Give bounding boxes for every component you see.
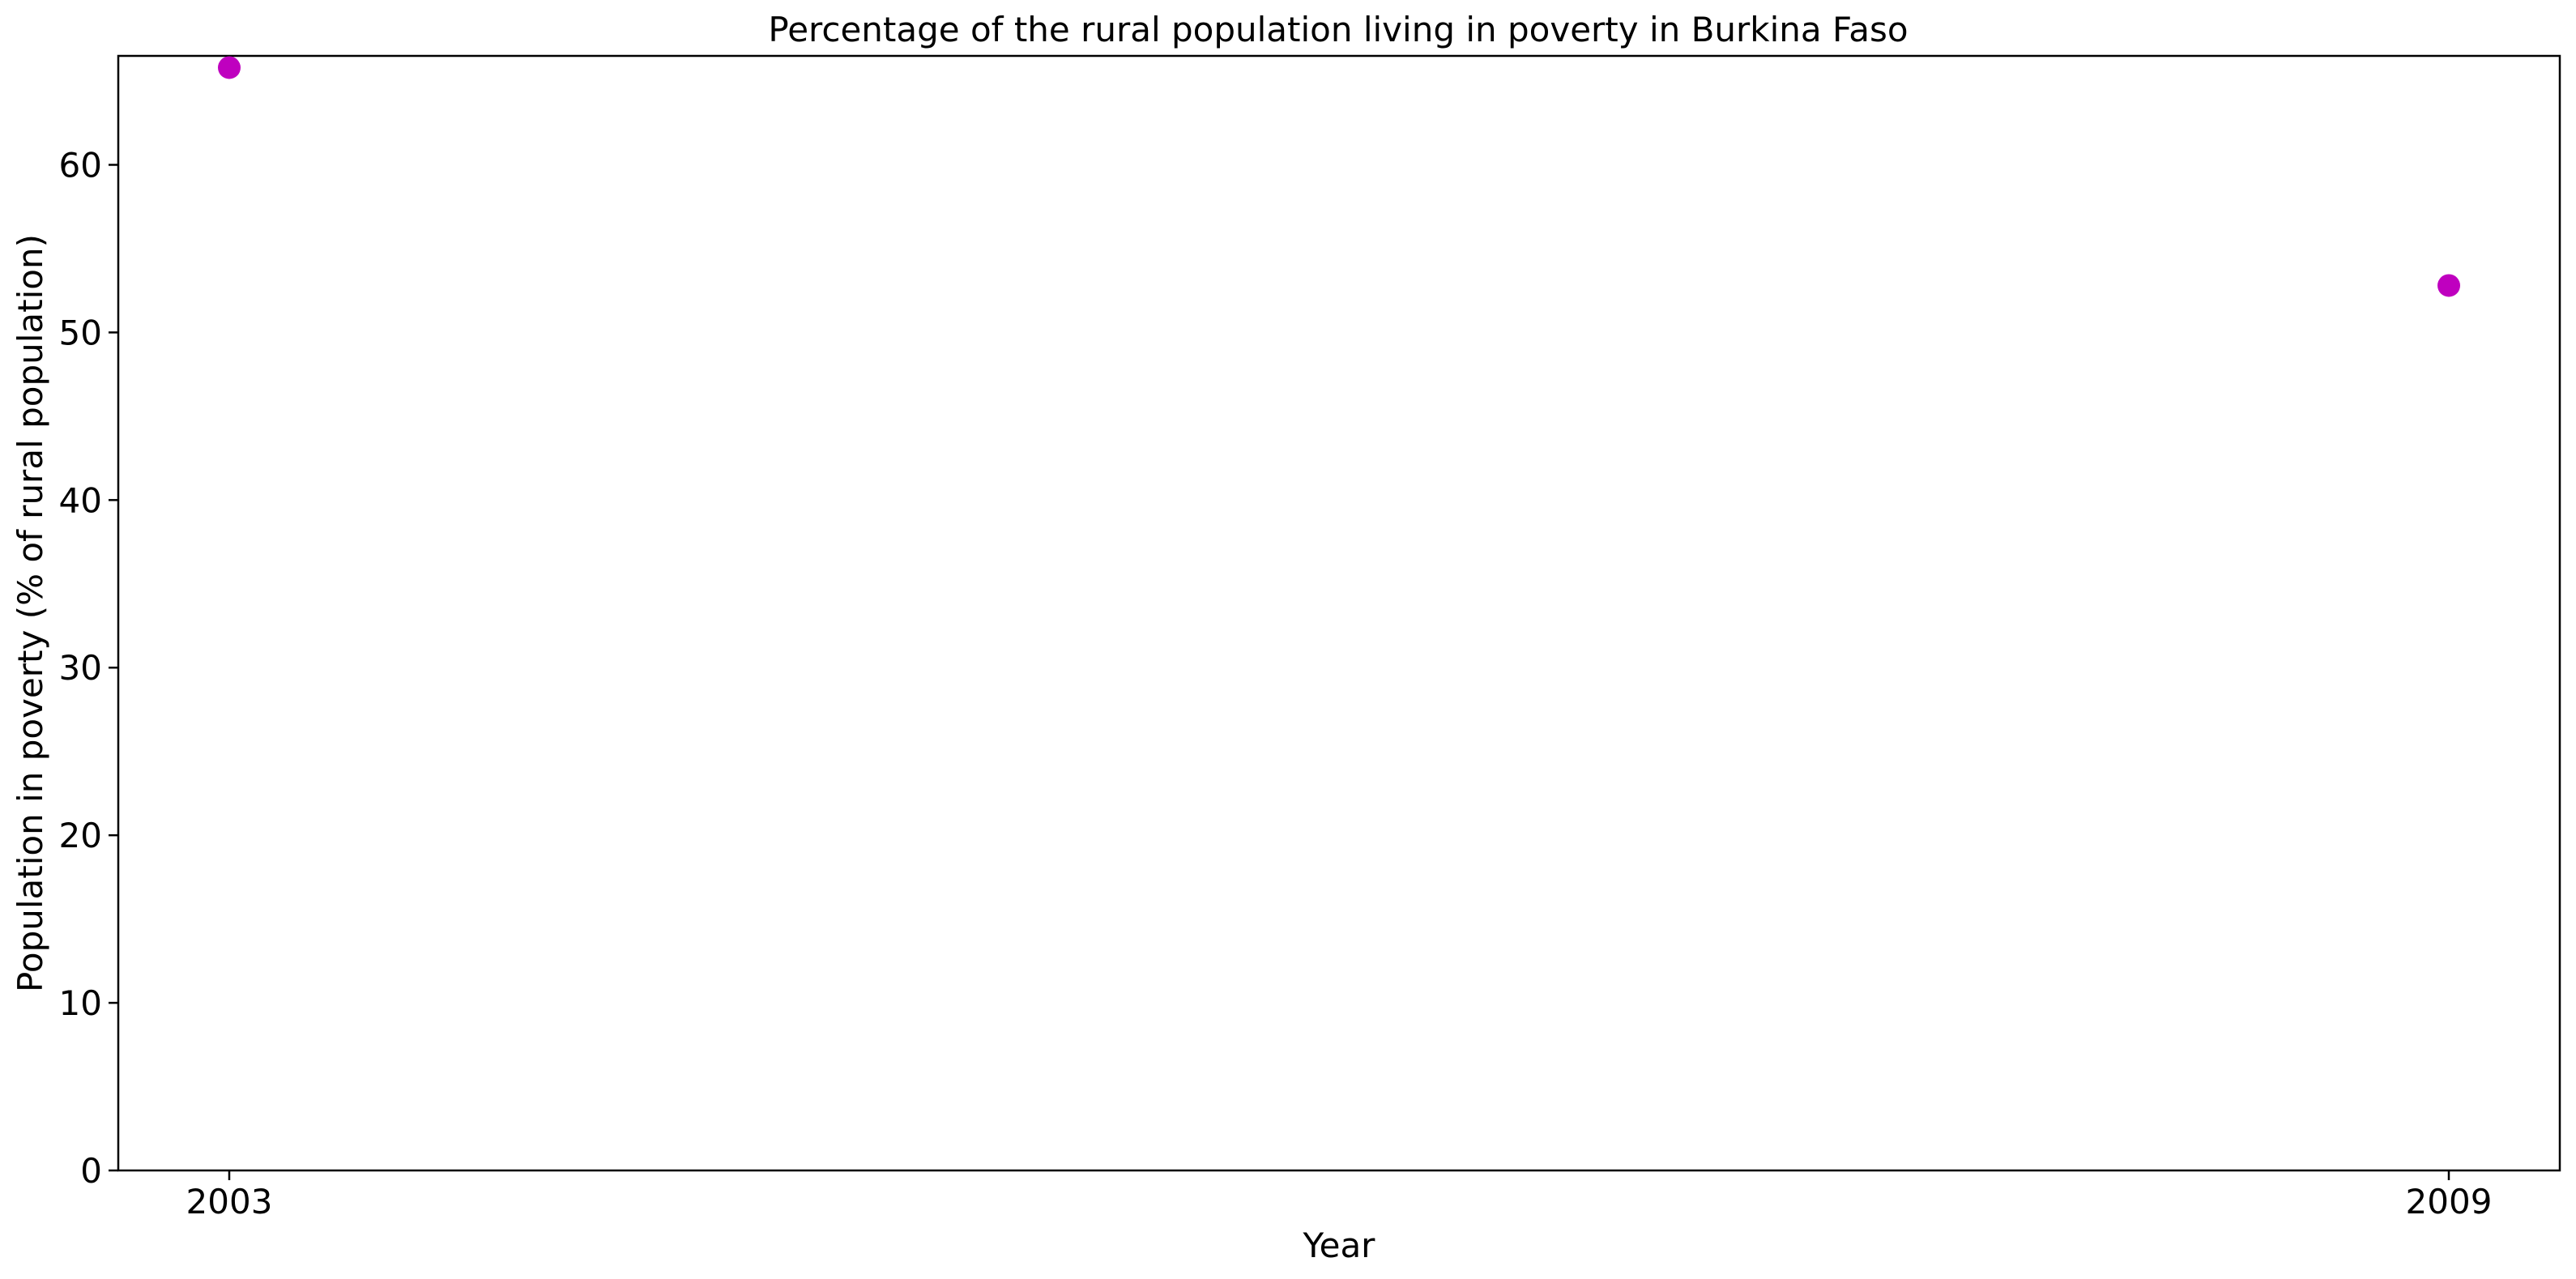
x-axis: 2003 2009 [186,1170,2493,1221]
y-axis: 0 10 20 30 40 50 60 [59,145,118,1191]
data-points [218,56,2460,297]
plot-area [117,54,2561,1172]
y-tick-label: 0 [80,1151,102,1191]
y-tick-label: 10 [59,983,102,1023]
x-tick-label: 2009 [2406,1182,2493,1221]
y-tick-label: 20 [59,816,102,855]
data-point [218,56,241,79]
x-axis-label: Year [1303,1226,1376,1265]
chart-title: Percentage of the rural population livin… [768,10,1908,49]
y-axis-label: Population in poverty (% of rural popula… [11,234,50,992]
data-point [2437,274,2460,297]
y-tick-label: 50 [59,313,102,352]
y-tick-label: 40 [59,480,102,520]
y-tick-label: 30 [59,648,102,688]
y-tick-label: 60 [59,145,102,185]
x-tick-label: 2003 [186,1182,273,1221]
